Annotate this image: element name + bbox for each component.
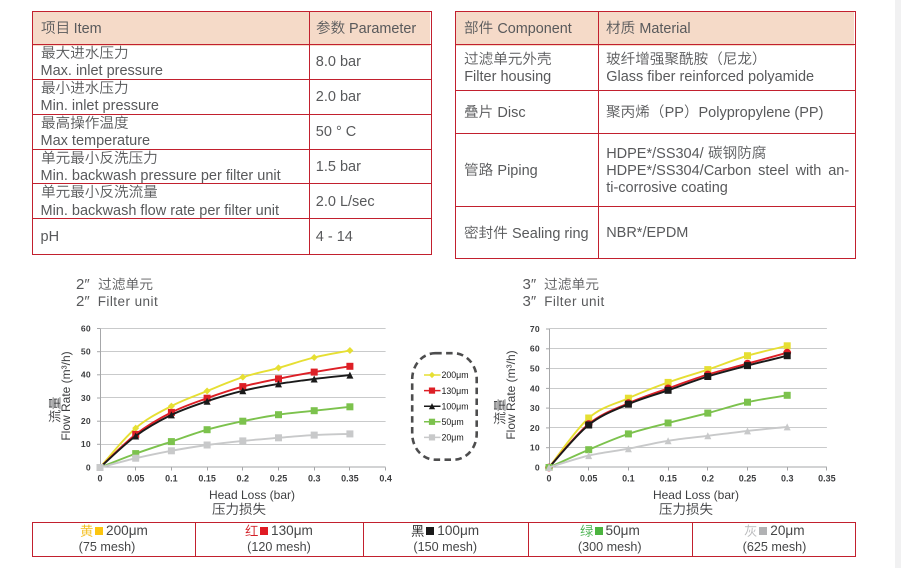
svg-text:0.25: 0.25	[270, 474, 288, 484]
svg-text:10: 10	[530, 443, 540, 453]
svg-text:20: 20	[530, 423, 540, 433]
svg-text:0.1: 0.1	[622, 474, 635, 484]
svg-text:200μm: 200μm	[442, 370, 469, 380]
svg-text:0.4: 0.4	[379, 474, 392, 484]
svg-text:60: 60	[81, 323, 91, 333]
svg-text:0.1: 0.1	[165, 474, 178, 484]
svg-text:0: 0	[86, 462, 91, 472]
svg-text:0.2: 0.2	[702, 474, 715, 484]
svg-text:30: 30	[530, 403, 540, 413]
svg-text:0: 0	[97, 474, 102, 484]
svg-text:0.25: 0.25	[739, 474, 757, 484]
svg-text:0: 0	[535, 462, 540, 472]
svg-text:10: 10	[81, 439, 91, 449]
svg-text:20: 20	[81, 416, 91, 426]
svg-text:Head Loss (bar): Head Loss (bar)	[209, 488, 295, 502]
svg-text:0.05: 0.05	[127, 474, 145, 484]
svg-text:Head Loss (bar): Head Loss (bar)	[653, 488, 739, 502]
svg-text:0.3: 0.3	[308, 474, 321, 484]
svg-text:70: 70	[530, 324, 540, 334]
svg-text:100μm: 100μm	[442, 401, 469, 411]
svg-text:0.15: 0.15	[659, 474, 677, 484]
svg-text:0.05: 0.05	[580, 474, 598, 484]
svg-text:0.2: 0.2	[237, 474, 250, 484]
svg-text:0.35: 0.35	[818, 474, 836, 484]
svg-text:0: 0	[546, 474, 551, 484]
svg-text:50μm: 50μm	[442, 417, 464, 427]
svg-text:60: 60	[530, 344, 540, 354]
svg-text:40: 40	[81, 370, 91, 380]
svg-text:0.3: 0.3	[781, 474, 794, 484]
svg-text:30: 30	[81, 393, 91, 403]
svg-text:20μm: 20μm	[442, 433, 464, 443]
svg-text:0.35: 0.35	[341, 474, 359, 484]
svg-text:130μm: 130μm	[442, 386, 469, 396]
svg-text:50: 50	[530, 364, 540, 374]
svg-text:50: 50	[81, 347, 91, 357]
svg-text:40: 40	[530, 383, 540, 393]
svg-text:0.15: 0.15	[198, 474, 216, 484]
